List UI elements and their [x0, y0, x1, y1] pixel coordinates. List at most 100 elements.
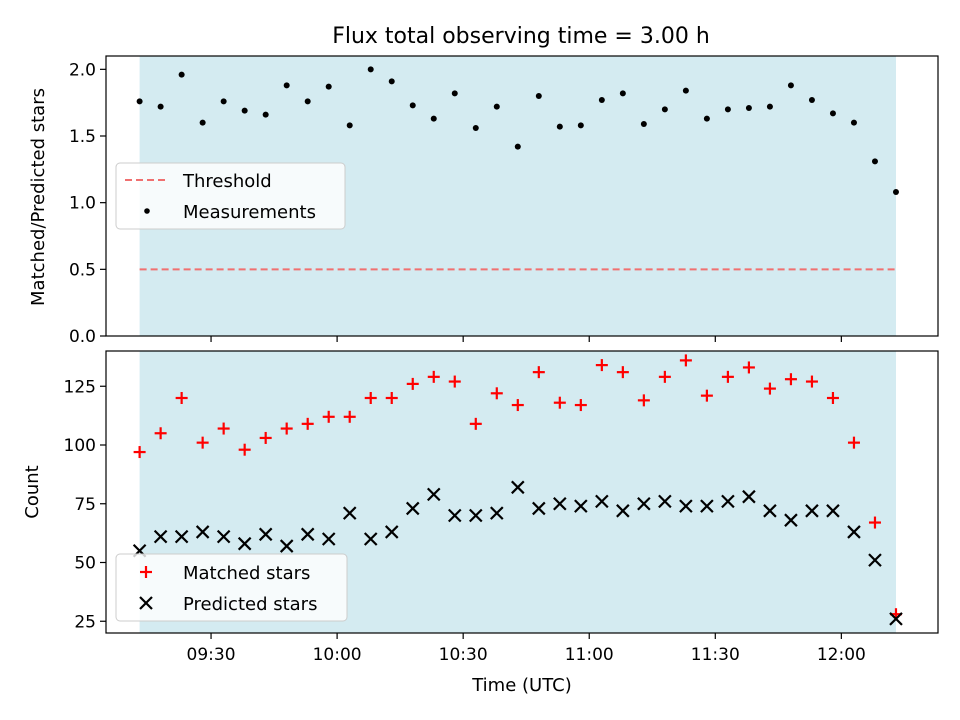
- bottom-y-tick-label: 50: [74, 554, 96, 574]
- predicted-point: [658, 494, 672, 509]
- bottom-x-axis: 09:30 10:00 10:30 11:00 11:30 12:00: [187, 633, 866, 665]
- measurement-point: [745, 105, 752, 111]
- matched-point: [574, 399, 587, 412]
- measurements-legend-swatch: [144, 208, 150, 214]
- measurement-point: [514, 143, 521, 150]
- measurement-point: [325, 83, 332, 90]
- matched-legend-swatch: [140, 566, 152, 578]
- matched-point: [868, 516, 881, 529]
- predicted-point: [405, 501, 420, 516]
- measurement-point: [199, 119, 206, 126]
- matched-point: [511, 399, 524, 412]
- matched-point: [658, 370, 671, 383]
- predicted-point: [342, 506, 357, 520]
- measurement-point: [787, 82, 794, 89]
- measurement-point: [808, 97, 815, 103]
- top-y-tick-label: 1.5: [69, 127, 96, 147]
- x-tick-label: 10:30: [439, 645, 488, 665]
- predicted-point: [426, 487, 441, 502]
- measurement-point: [388, 78, 395, 85]
- measurement-point: [367, 66, 374, 73]
- predicted-point: [258, 527, 273, 542]
- measurement-point: [724, 106, 731, 113]
- matched-point: [301, 417, 314, 430]
- matched-point: [700, 389, 713, 402]
- x-tick-label: 12:00: [817, 645, 866, 665]
- predicted-point: [637, 496, 651, 511]
- predicted-point: [805, 504, 819, 518]
- measurement-point: [619, 90, 626, 97]
- predicted-point: [237, 536, 252, 551]
- top-legend-box: [115, 162, 346, 230]
- measurement-point: [220, 98, 227, 105]
- measurement-point: [241, 107, 248, 114]
- predicted-point: [447, 508, 462, 523]
- predicted-point: [511, 480, 525, 495]
- predicted-stars-series: [132, 480, 903, 626]
- predicted-point: [490, 506, 504, 520]
- bottom-y-tick-label: 100: [64, 436, 96, 456]
- x-tick-label: 11:30: [691, 645, 740, 665]
- predicted-point: [174, 529, 189, 544]
- matched-legend-label: Matched stars: [183, 563, 310, 584]
- bottom-y-tick-label: 75: [74, 495, 96, 515]
- measurement-point: [283, 82, 290, 89]
- matched-point: [553, 396, 566, 409]
- measurement-series: [136, 66, 899, 195]
- predicted-point: [321, 532, 336, 546]
- bottom-y-tick-label: 25: [74, 612, 96, 632]
- predicted-point: [553, 496, 567, 511]
- predicted-point: [363, 532, 378, 546]
- chart-title: Flux total observing time = 3.00 h: [332, 24, 710, 49]
- top-y-tick-label: 2.0: [69, 60, 96, 80]
- predicted-point: [763, 504, 777, 518]
- predicted-point: [847, 525, 861, 539]
- predicted-point: [216, 529, 231, 544]
- predicted-point: [868, 553, 882, 567]
- measurement-point: [661, 106, 668, 113]
- bottom-y-axis: 25 50 75 100 125: [64, 377, 106, 632]
- measurement-point: [178, 71, 185, 78]
- matched-stars-series: [133, 354, 902, 621]
- measurement-point: [598, 97, 605, 103]
- measurement-point: [157, 103, 164, 110]
- predicted-legend-swatch: [139, 596, 153, 610]
- predicted-point: [300, 527, 315, 542]
- measurement-point: [409, 102, 416, 109]
- measurement-point: [136, 98, 143, 105]
- matched-point: [805, 375, 818, 388]
- predicted-point: [679, 499, 693, 513]
- matched-point: [763, 382, 776, 395]
- measurement-point: [703, 115, 710, 122]
- measurement-point: [451, 90, 458, 97]
- predicted-point: [468, 508, 483, 523]
- matched-point: [133, 446, 146, 459]
- measurement-point: [304, 98, 311, 105]
- predicted-point: [532, 501, 546, 516]
- threshold-legend-label: Threshold: [182, 171, 272, 192]
- matched-point: [784, 373, 797, 386]
- matched-point: [469, 417, 482, 430]
- predicted-point: [279, 539, 294, 553]
- measurement-point: [346, 122, 353, 129]
- measurement-point: [640, 121, 647, 127]
- predicted-legend-label: Predicted stars: [183, 594, 317, 615]
- measurement-point: [493, 103, 500, 110]
- matched-point: [742, 361, 755, 374]
- x-tick-label: 09:30: [187, 645, 236, 665]
- top-y-axis: 0.0 0.5 1.0 1.5 2.0: [69, 60, 106, 347]
- matched-point: [259, 431, 272, 444]
- matched-point: [490, 387, 503, 400]
- predicted-point: [195, 525, 210, 539]
- measurement-point: [850, 119, 857, 126]
- matched-point: [322, 410, 335, 423]
- bottom-y-axis-label: Count: [22, 465, 43, 518]
- measurement-point: [892, 189, 899, 195]
- bottom-legend-box: [115, 553, 348, 622]
- top-y-tick-label: 0.5: [69, 260, 96, 280]
- x-tick-label: 11:00: [565, 645, 614, 665]
- matched-point: [343, 410, 356, 423]
- matched-point: [385, 392, 398, 404]
- predicted-point: [153, 529, 168, 544]
